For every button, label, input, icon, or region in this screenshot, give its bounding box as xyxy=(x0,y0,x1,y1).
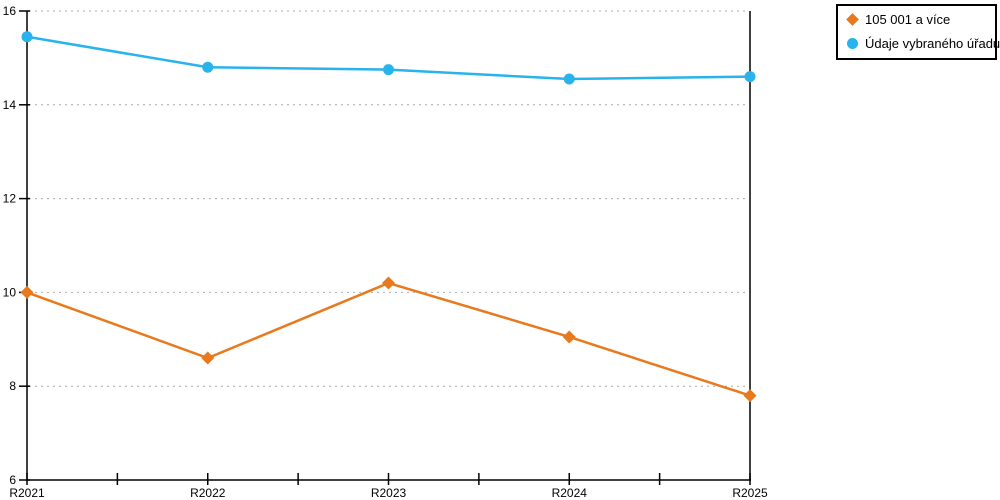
series-line xyxy=(26,281,751,397)
y-tick-label: 10 xyxy=(3,285,17,299)
y-tick-label: 12 xyxy=(3,192,17,206)
y-tick-label: 14 xyxy=(3,98,17,112)
x-tick-label: R2024 xyxy=(552,486,588,500)
y-tick-label: 8 xyxy=(9,379,16,393)
legend-label: Údaje vybraného úřadu xyxy=(865,36,1000,51)
legend-item: 105 001 a více xyxy=(846,12,987,27)
data-point-marker xyxy=(562,330,576,344)
legend: 105 001 a více Údaje vybraného úřadu xyxy=(836,4,1000,60)
data-point-marker xyxy=(20,285,34,299)
data-point-marker xyxy=(382,276,395,290)
data-point-marker xyxy=(383,64,394,76)
data-point-marker xyxy=(202,61,214,73)
data-point-marker xyxy=(21,31,33,43)
y-tick-label: 6 xyxy=(9,473,16,487)
x-tick-label: R2021 xyxy=(9,486,45,500)
x-tick-label: R2025 xyxy=(732,486,768,500)
data-point-marker xyxy=(201,351,215,365)
diamond-marker-icon xyxy=(846,13,859,26)
y-tick-label: 16 xyxy=(3,4,17,18)
x-tick-label: R2023 xyxy=(371,486,407,500)
legend-label: 105 001 a více xyxy=(865,12,951,27)
circle-marker-icon xyxy=(847,38,858,49)
data-point-marker xyxy=(744,71,756,83)
x-tick-label: R2022 xyxy=(190,486,226,500)
data-point-marker xyxy=(743,389,757,403)
data-point-marker xyxy=(563,73,575,85)
legend-item: Údaje vybraného úřadu xyxy=(847,36,1000,51)
